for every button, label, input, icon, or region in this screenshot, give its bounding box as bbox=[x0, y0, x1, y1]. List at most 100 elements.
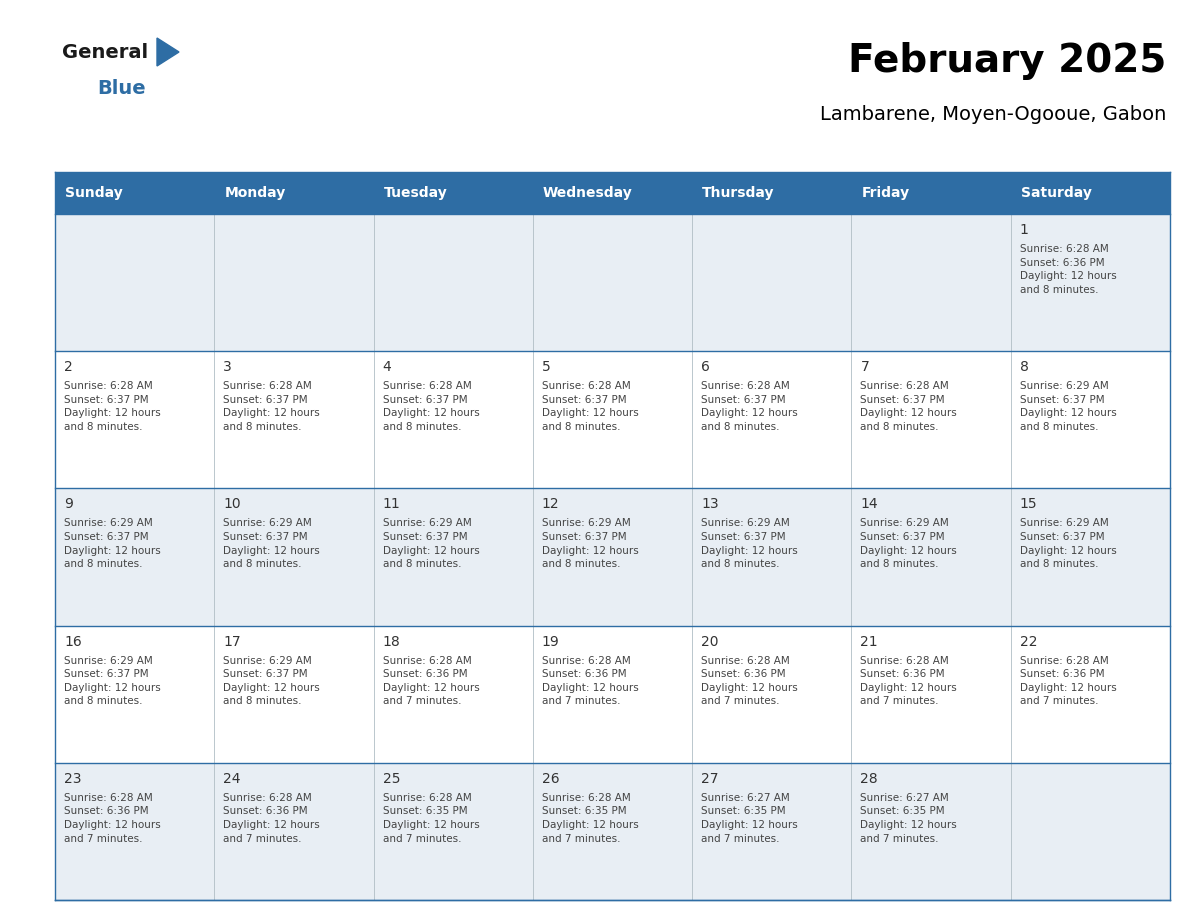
Text: Wednesday: Wednesday bbox=[543, 186, 632, 200]
Text: Sunrise: 6:29 AM
Sunset: 6:37 PM
Daylight: 12 hours
and 8 minutes.: Sunrise: 6:29 AM Sunset: 6:37 PM Dayligh… bbox=[1019, 381, 1117, 432]
Text: 14: 14 bbox=[860, 498, 878, 511]
Bar bbox=[214, 625, 373, 763]
Bar bbox=[1011, 488, 1170, 625]
Bar bbox=[852, 352, 1011, 488]
Bar bbox=[533, 214, 693, 352]
Text: 15: 15 bbox=[1019, 498, 1037, 511]
Text: Sunrise: 6:28 AM
Sunset: 6:36 PM
Daylight: 12 hours
and 7 minutes.: Sunrise: 6:28 AM Sunset: 6:36 PM Dayligh… bbox=[383, 655, 479, 706]
Bar bbox=[373, 214, 533, 352]
Text: Sunrise: 6:28 AM
Sunset: 6:36 PM
Daylight: 12 hours
and 7 minutes.: Sunrise: 6:28 AM Sunset: 6:36 PM Dayligh… bbox=[860, 655, 958, 706]
Bar bbox=[214, 488, 373, 625]
Text: Sunrise: 6:28 AM
Sunset: 6:37 PM
Daylight: 12 hours
and 8 minutes.: Sunrise: 6:28 AM Sunset: 6:37 PM Dayligh… bbox=[383, 381, 479, 432]
Text: Sunday: Sunday bbox=[65, 186, 122, 200]
Text: 6: 6 bbox=[701, 360, 710, 375]
Text: 20: 20 bbox=[701, 634, 719, 649]
Bar bbox=[852, 488, 1011, 625]
Bar bbox=[373, 625, 533, 763]
Bar bbox=[373, 488, 533, 625]
Text: 24: 24 bbox=[223, 772, 241, 786]
Bar bbox=[214, 763, 373, 900]
Text: Sunrise: 6:29 AM
Sunset: 6:37 PM
Daylight: 12 hours
and 8 minutes.: Sunrise: 6:29 AM Sunset: 6:37 PM Dayligh… bbox=[64, 519, 160, 569]
Bar bbox=[533, 763, 693, 900]
Text: Sunrise: 6:29 AM
Sunset: 6:37 PM
Daylight: 12 hours
and 8 minutes.: Sunrise: 6:29 AM Sunset: 6:37 PM Dayligh… bbox=[1019, 519, 1117, 569]
Text: Sunrise: 6:28 AM
Sunset: 6:37 PM
Daylight: 12 hours
and 8 minutes.: Sunrise: 6:28 AM Sunset: 6:37 PM Dayligh… bbox=[223, 381, 320, 432]
Text: 8: 8 bbox=[1019, 360, 1029, 375]
Text: 23: 23 bbox=[64, 772, 82, 786]
Text: Thursday: Thursday bbox=[702, 186, 775, 200]
Bar bbox=[55, 625, 214, 763]
Bar bbox=[1011, 625, 1170, 763]
Text: 1: 1 bbox=[1019, 223, 1029, 237]
Bar bbox=[693, 352, 852, 488]
Text: 7: 7 bbox=[860, 360, 870, 375]
Text: 13: 13 bbox=[701, 498, 719, 511]
Text: Friday: Friday bbox=[861, 186, 910, 200]
Text: Lambarene, Moyen-Ogooue, Gabon: Lambarene, Moyen-Ogooue, Gabon bbox=[820, 105, 1165, 124]
Bar bbox=[533, 625, 693, 763]
Bar bbox=[373, 352, 533, 488]
Text: Monday: Monday bbox=[225, 186, 285, 200]
Text: General: General bbox=[62, 42, 148, 62]
Text: Sunrise: 6:28 AM
Sunset: 6:36 PM
Daylight: 12 hours
and 7 minutes.: Sunrise: 6:28 AM Sunset: 6:36 PM Dayligh… bbox=[542, 655, 639, 706]
Text: 25: 25 bbox=[383, 772, 400, 786]
Text: Sunrise: 6:27 AM
Sunset: 6:35 PM
Daylight: 12 hours
and 7 minutes.: Sunrise: 6:27 AM Sunset: 6:35 PM Dayligh… bbox=[701, 793, 798, 844]
Text: Sunrise: 6:28 AM
Sunset: 6:37 PM
Daylight: 12 hours
and 8 minutes.: Sunrise: 6:28 AM Sunset: 6:37 PM Dayligh… bbox=[860, 381, 958, 432]
Text: Sunrise: 6:28 AM
Sunset: 6:36 PM
Daylight: 12 hours
and 7 minutes.: Sunrise: 6:28 AM Sunset: 6:36 PM Dayligh… bbox=[1019, 655, 1117, 706]
Text: 16: 16 bbox=[64, 634, 82, 649]
Bar bbox=[214, 214, 373, 352]
Bar bbox=[214, 352, 373, 488]
Bar bbox=[693, 763, 852, 900]
Bar bbox=[1011, 763, 1170, 900]
Text: Sunrise: 6:28 AM
Sunset: 6:36 PM
Daylight: 12 hours
and 8 minutes.: Sunrise: 6:28 AM Sunset: 6:36 PM Dayligh… bbox=[1019, 244, 1117, 295]
Text: Sunrise: 6:29 AM
Sunset: 6:37 PM
Daylight: 12 hours
and 8 minutes.: Sunrise: 6:29 AM Sunset: 6:37 PM Dayligh… bbox=[542, 519, 639, 569]
Text: February 2025: February 2025 bbox=[847, 42, 1165, 80]
Text: 19: 19 bbox=[542, 634, 560, 649]
Bar bbox=[1011, 352, 1170, 488]
Text: Sunrise: 6:28 AM
Sunset: 6:37 PM
Daylight: 12 hours
and 8 minutes.: Sunrise: 6:28 AM Sunset: 6:37 PM Dayligh… bbox=[701, 381, 798, 432]
Text: Sunrise: 6:29 AM
Sunset: 6:37 PM
Daylight: 12 hours
and 8 minutes.: Sunrise: 6:29 AM Sunset: 6:37 PM Dayligh… bbox=[223, 519, 320, 569]
Text: Sunrise: 6:29 AM
Sunset: 6:37 PM
Daylight: 12 hours
and 8 minutes.: Sunrise: 6:29 AM Sunset: 6:37 PM Dayligh… bbox=[64, 655, 160, 706]
Text: Sunrise: 6:29 AM
Sunset: 6:37 PM
Daylight: 12 hours
and 8 minutes.: Sunrise: 6:29 AM Sunset: 6:37 PM Dayligh… bbox=[701, 519, 798, 569]
Text: 17: 17 bbox=[223, 634, 241, 649]
Bar bbox=[55, 763, 214, 900]
Text: 27: 27 bbox=[701, 772, 719, 786]
Text: 3: 3 bbox=[223, 360, 232, 375]
Bar bbox=[693, 488, 852, 625]
Bar bbox=[693, 625, 852, 763]
Bar bbox=[533, 488, 693, 625]
Text: Sunrise: 6:28 AM
Sunset: 6:35 PM
Daylight: 12 hours
and 7 minutes.: Sunrise: 6:28 AM Sunset: 6:35 PM Dayligh… bbox=[542, 793, 639, 844]
Text: Tuesday: Tuesday bbox=[384, 186, 448, 200]
Text: 11: 11 bbox=[383, 498, 400, 511]
Bar bbox=[55, 214, 214, 352]
Bar bbox=[55, 172, 1170, 214]
Bar bbox=[55, 488, 214, 625]
Text: 10: 10 bbox=[223, 498, 241, 511]
Text: Sunrise: 6:28 AM
Sunset: 6:37 PM
Daylight: 12 hours
and 8 minutes.: Sunrise: 6:28 AM Sunset: 6:37 PM Dayligh… bbox=[542, 381, 639, 432]
Text: 18: 18 bbox=[383, 634, 400, 649]
Polygon shape bbox=[157, 38, 179, 66]
Bar bbox=[852, 763, 1011, 900]
Text: 22: 22 bbox=[1019, 634, 1037, 649]
Bar bbox=[1011, 214, 1170, 352]
Bar bbox=[533, 352, 693, 488]
Text: 12: 12 bbox=[542, 498, 560, 511]
Text: 9: 9 bbox=[64, 498, 72, 511]
Bar bbox=[852, 214, 1011, 352]
Text: Sunrise: 6:29 AM
Sunset: 6:37 PM
Daylight: 12 hours
and 8 minutes.: Sunrise: 6:29 AM Sunset: 6:37 PM Dayligh… bbox=[383, 519, 479, 569]
Text: Sunrise: 6:28 AM
Sunset: 6:36 PM
Daylight: 12 hours
and 7 minutes.: Sunrise: 6:28 AM Sunset: 6:36 PM Dayligh… bbox=[64, 793, 160, 844]
Text: Saturday: Saturday bbox=[1020, 186, 1092, 200]
Bar bbox=[373, 763, 533, 900]
Text: Blue: Blue bbox=[97, 79, 146, 97]
Text: Sunrise: 6:28 AM
Sunset: 6:36 PM
Daylight: 12 hours
and 7 minutes.: Sunrise: 6:28 AM Sunset: 6:36 PM Dayligh… bbox=[701, 655, 798, 706]
Bar bbox=[693, 214, 852, 352]
Text: Sunrise: 6:27 AM
Sunset: 6:35 PM
Daylight: 12 hours
and 7 minutes.: Sunrise: 6:27 AM Sunset: 6:35 PM Dayligh… bbox=[860, 793, 958, 844]
Text: 26: 26 bbox=[542, 772, 560, 786]
Text: 2: 2 bbox=[64, 360, 72, 375]
Text: 28: 28 bbox=[860, 772, 878, 786]
Text: 4: 4 bbox=[383, 360, 391, 375]
Bar bbox=[852, 625, 1011, 763]
Bar bbox=[55, 352, 214, 488]
Text: Sunrise: 6:28 AM
Sunset: 6:36 PM
Daylight: 12 hours
and 7 minutes.: Sunrise: 6:28 AM Sunset: 6:36 PM Dayligh… bbox=[223, 793, 320, 844]
Text: 21: 21 bbox=[860, 634, 878, 649]
Text: Sunrise: 6:29 AM
Sunset: 6:37 PM
Daylight: 12 hours
and 8 minutes.: Sunrise: 6:29 AM Sunset: 6:37 PM Dayligh… bbox=[860, 519, 958, 569]
